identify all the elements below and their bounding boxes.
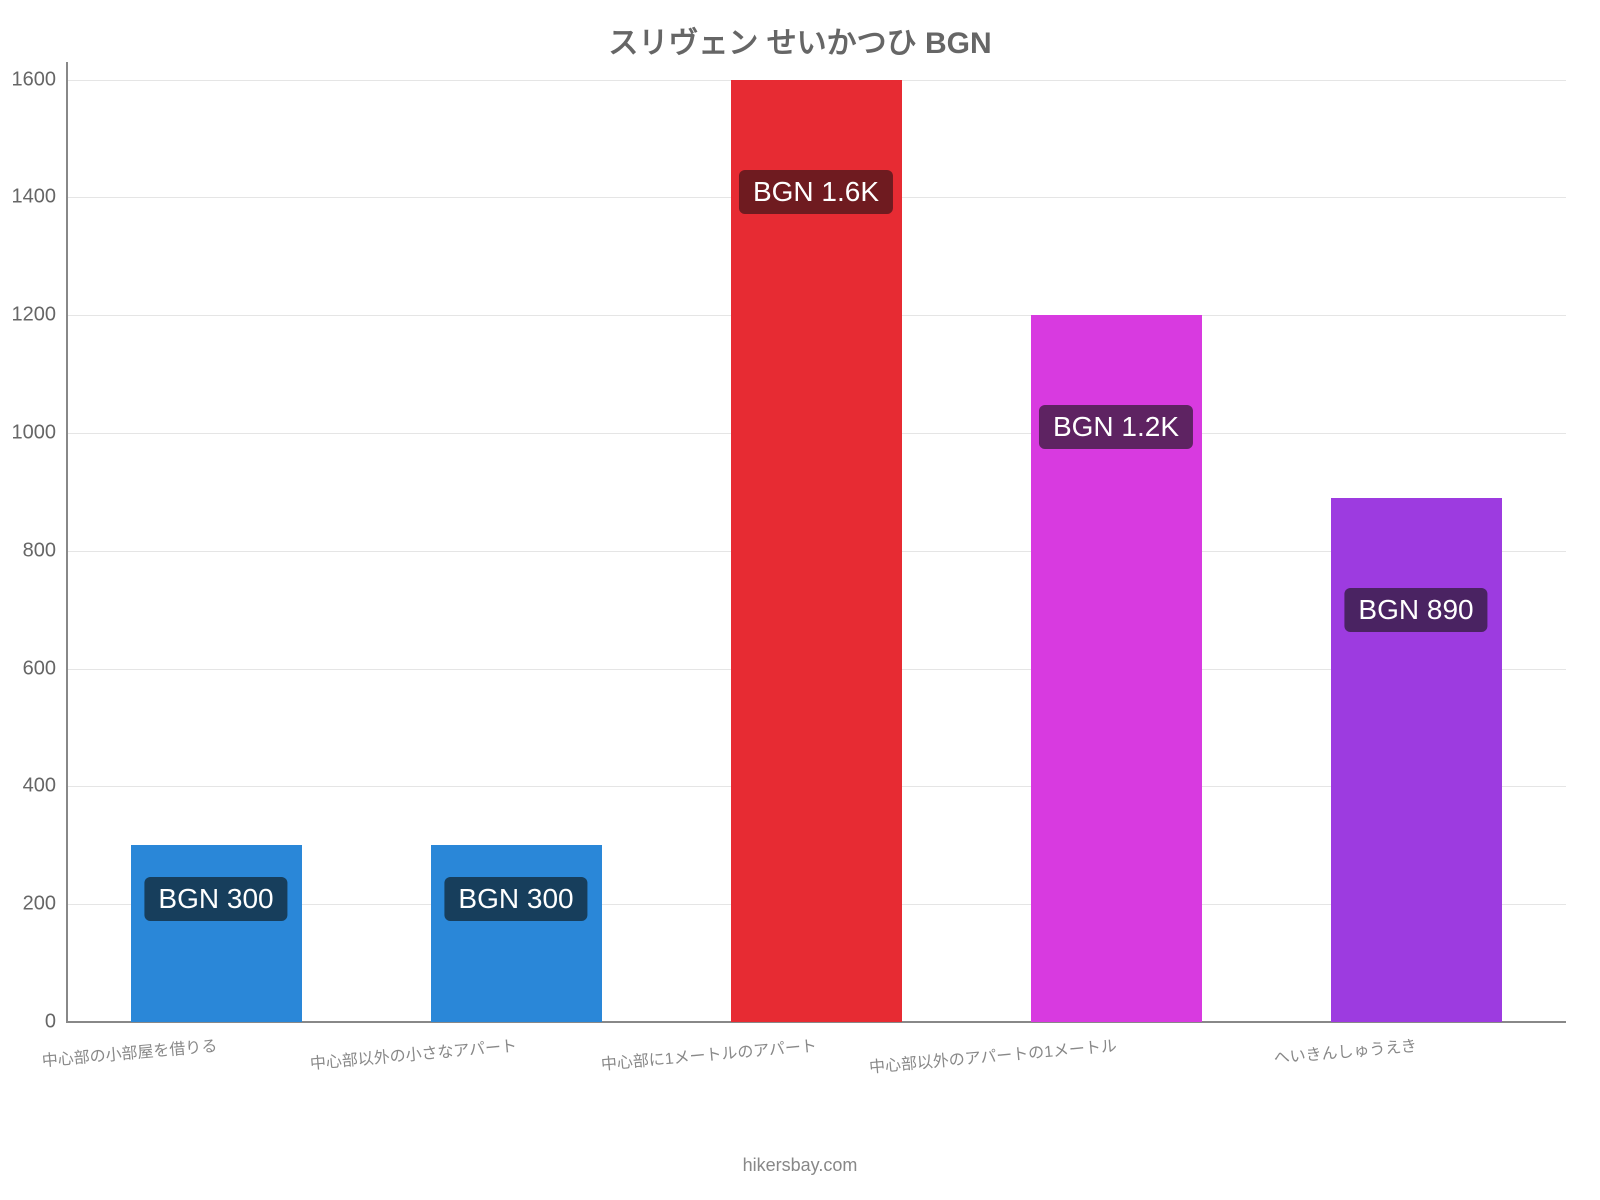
y-tick-label: 1400 [12, 186, 67, 209]
y-tick-label: 200 [23, 893, 66, 916]
y-tick-label: 800 [23, 539, 66, 562]
bar [131, 845, 302, 1022]
y-tick-label: 400 [23, 775, 66, 798]
bar [1331, 498, 1502, 1022]
chart-container: スリヴェン せいかつひ BGN 020040060080010001200140… [0, 0, 1600, 1200]
y-tick-label: 600 [23, 657, 66, 680]
x-tick-label: 中心部の小部屋を借りる [41, 1032, 218, 1071]
y-axis [66, 62, 68, 1022]
chart-footer: hikersbay.com [0, 1155, 1600, 1176]
y-tick-label: 1000 [12, 422, 67, 445]
chart-title: スリヴェン せいかつひ BGN [0, 18, 1600, 62]
bar-value-label: BGN 300 [444, 877, 587, 921]
bar [731, 80, 902, 1022]
y-tick-label: 1600 [12, 68, 67, 91]
y-tick-label: 1200 [12, 304, 67, 327]
x-tick-label: 中心部以外の小さなアパート [309, 1032, 518, 1074]
y-tick-label: 0 [45, 1011, 66, 1034]
bar-value-label: BGN 1.6K [739, 170, 893, 214]
bar-value-label: BGN 1.2K [1039, 405, 1193, 449]
x-tick-label: へいきんしゅうえき [1273, 1032, 1418, 1068]
x-tick-label: 中心部以外のアパートの1メートル [868, 1032, 1118, 1078]
plot-area: 02004006008001000120014001600BGN 300中心部の… [66, 62, 1566, 1022]
bar-value-label: BGN 890 [1344, 588, 1487, 632]
bar [431, 845, 602, 1022]
x-tick-label: 中心部に1メートルのアパート [600, 1032, 818, 1075]
bar-value-label: BGN 300 [144, 877, 287, 921]
